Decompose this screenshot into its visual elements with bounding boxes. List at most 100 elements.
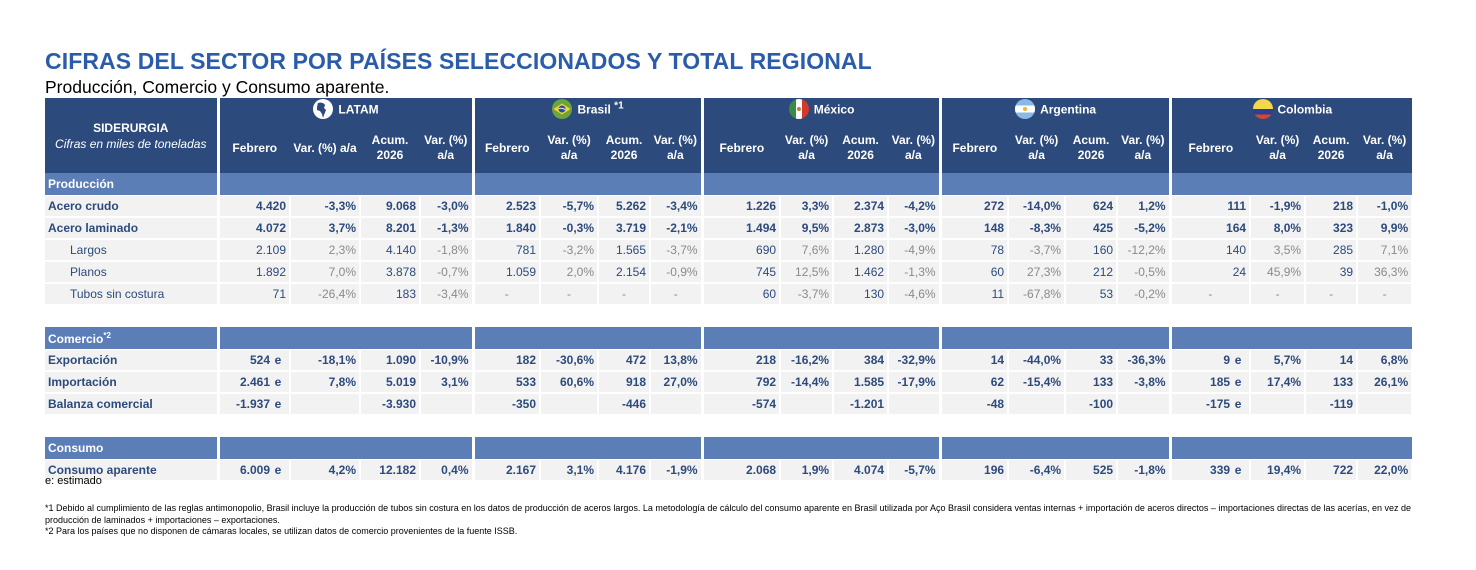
table-row-balanza-comercial: Balanza comercial -1.937 e -3.930 -350 -446 -5… (45, 393, 1414, 416)
globe-icon (312, 98, 334, 123)
group-name: LATAM (338, 102, 379, 117)
cell-var-month: 45,9% (1250, 261, 1307, 284)
section-band (938, 327, 1171, 350)
group-header-brasil: Brasil *1 (471, 98, 703, 123)
cell-var-acum: -0,2% (1117, 283, 1172, 306)
cell-var-month: -44,0% (1008, 349, 1067, 372)
cell-var-month: 3,5% (1250, 239, 1307, 262)
cell-febrero: 164 (1168, 217, 1252, 240)
cell-acum: 53 (1065, 283, 1119, 306)
value: 524 (249, 353, 270, 367)
cell-acum: 472 (598, 349, 652, 372)
section-band (216, 327, 474, 350)
cell-var-acum: -0,5% (1117, 261, 1172, 284)
value: -1.937 (235, 397, 270, 411)
value: -350 (512, 397, 537, 411)
cell-acum: -119 (1305, 393, 1359, 416)
column-header: Var. (%) a/a (1357, 123, 1413, 173)
cell-var-acum: 9,9% (1357, 217, 1414, 240)
cell-febrero: -48 (938, 393, 1010, 416)
cell-var-acum (1357, 393, 1414, 416)
argentina-flag-icon (1014, 98, 1036, 123)
value: 792 (756, 375, 777, 389)
table-row-tubos-sin-costura: Tubos sin costura 71 -26,4% 183 -3,4% - - - -60-… (45, 283, 1414, 306)
cell-var-month (1008, 393, 1067, 416)
cell-var-acum: -17,9% (888, 371, 942, 394)
cell-acum: 384 (833, 349, 890, 372)
cell-var-month: - (1250, 283, 1307, 306)
cell-var-month: 3,1% (540, 459, 600, 482)
section-band (700, 327, 941, 350)
cell-acum: 130 (833, 283, 890, 306)
section-band (471, 437, 703, 460)
cell-febrero: 196 (938, 459, 1010, 482)
cell-febrero: 182 (471, 349, 542, 372)
cell-var-month: 17,4% (1250, 371, 1307, 394)
value: 1.892 (255, 265, 286, 279)
column-header: Var. (%) a/a (1117, 123, 1171, 173)
cell-acum: -100 (1065, 393, 1119, 416)
cell-var-acum: -36,3% (1117, 349, 1172, 372)
table-row-consumo-aparente: Consumo aparente 6.009 e 4,2% 12.182 0,4% 2.16… (45, 459, 1414, 482)
column-header: Febrero (1168, 123, 1251, 173)
steel-figures-table: SIDERURGIA Cifras en miles de toneladas … (45, 98, 1414, 482)
value: 781 (516, 243, 537, 257)
section-title: Producción (48, 177, 115, 191)
cell-febrero: - (471, 283, 542, 306)
value: 1.840 (506, 221, 537, 235)
row-label: Importación (45, 371, 219, 394)
cell-febrero: 148 (938, 217, 1010, 240)
cell-var-month: -3,3% (290, 195, 361, 218)
cell-acum: -446 (598, 393, 652, 416)
column-header: Var. (%) a/a (1008, 123, 1066, 173)
cell-var-acum: -3,4% (420, 283, 475, 306)
cell-var-acum: -1,8% (420, 239, 475, 262)
group-name: Argentina (1040, 102, 1097, 117)
cell-var-month (540, 393, 600, 416)
value: 2.167 (506, 463, 537, 477)
cell-var-month: 1,9% (780, 459, 835, 482)
value: 78 (990, 243, 1005, 257)
estimated-mark: e (274, 463, 282, 477)
estimated-mark: e (1234, 397, 1242, 411)
cell-var-acum: -1,9% (650, 459, 704, 482)
cell-acum: 3.878 (360, 261, 421, 284)
cell-febrero: 78 (938, 239, 1010, 262)
cell-acum: 4.074 (833, 459, 890, 482)
cell-var-acum: 36,3% (1357, 261, 1414, 284)
cell-acum: 33 (1065, 349, 1119, 372)
cell-febrero: 185 e (1168, 371, 1252, 394)
cell-febrero: 1.226 (700, 195, 782, 218)
cell-febrero: 2.068 (700, 459, 782, 482)
cell-febrero: -574 (700, 393, 782, 416)
value: 111 (1227, 199, 1247, 213)
cell-acum: 425 (1065, 217, 1119, 240)
cell-var-acum: -3,8% (1117, 371, 1172, 394)
value: 218 (756, 353, 777, 367)
cell-febrero: 2.461 e (216, 371, 291, 394)
value: 4.072 (255, 221, 286, 235)
cell-var-acum: -0,9% (650, 261, 704, 284)
corner-subtitle: Cifras en miles de toneladas (55, 136, 207, 151)
row-label: Balanza comercial (45, 393, 219, 416)
footnote-2: *2 Para los países que no disponen de cá… (45, 526, 518, 536)
cell-var-month: -15,4% (1008, 371, 1067, 394)
cell-var-acum: -0,7% (420, 261, 475, 284)
table-row-importacion: Importación 2.461 e 7,8% 5.019 3,1% 533 60,6% 91… (45, 371, 1414, 394)
cell-var-month: 27,3% (1008, 261, 1067, 284)
cell-var-acum: -3,0% (420, 195, 475, 218)
value: -48 (986, 397, 1005, 411)
cell-var-month: -1,9% (1250, 195, 1307, 218)
value: 164 (1226, 221, 1247, 235)
cell-febrero: 24 (1168, 261, 1252, 284)
cell-var-acum (650, 393, 704, 416)
cell-acum: 183 (360, 283, 421, 306)
value: 2.523 (506, 199, 537, 213)
cell-febrero: 6.009 e (216, 459, 291, 482)
cell-febrero: -175 e (1168, 393, 1252, 416)
cell-acum: 160 (1065, 239, 1119, 262)
table-row-acero-crudo: Acero crudo 4.420 -3,3% 9.068 -3,0% 2.523 -5,7… (45, 195, 1414, 218)
cell-febrero: 1.892 (216, 261, 291, 284)
cell-var-month: -3,2% (540, 239, 600, 262)
cell-acum: -1.201 (833, 393, 890, 416)
